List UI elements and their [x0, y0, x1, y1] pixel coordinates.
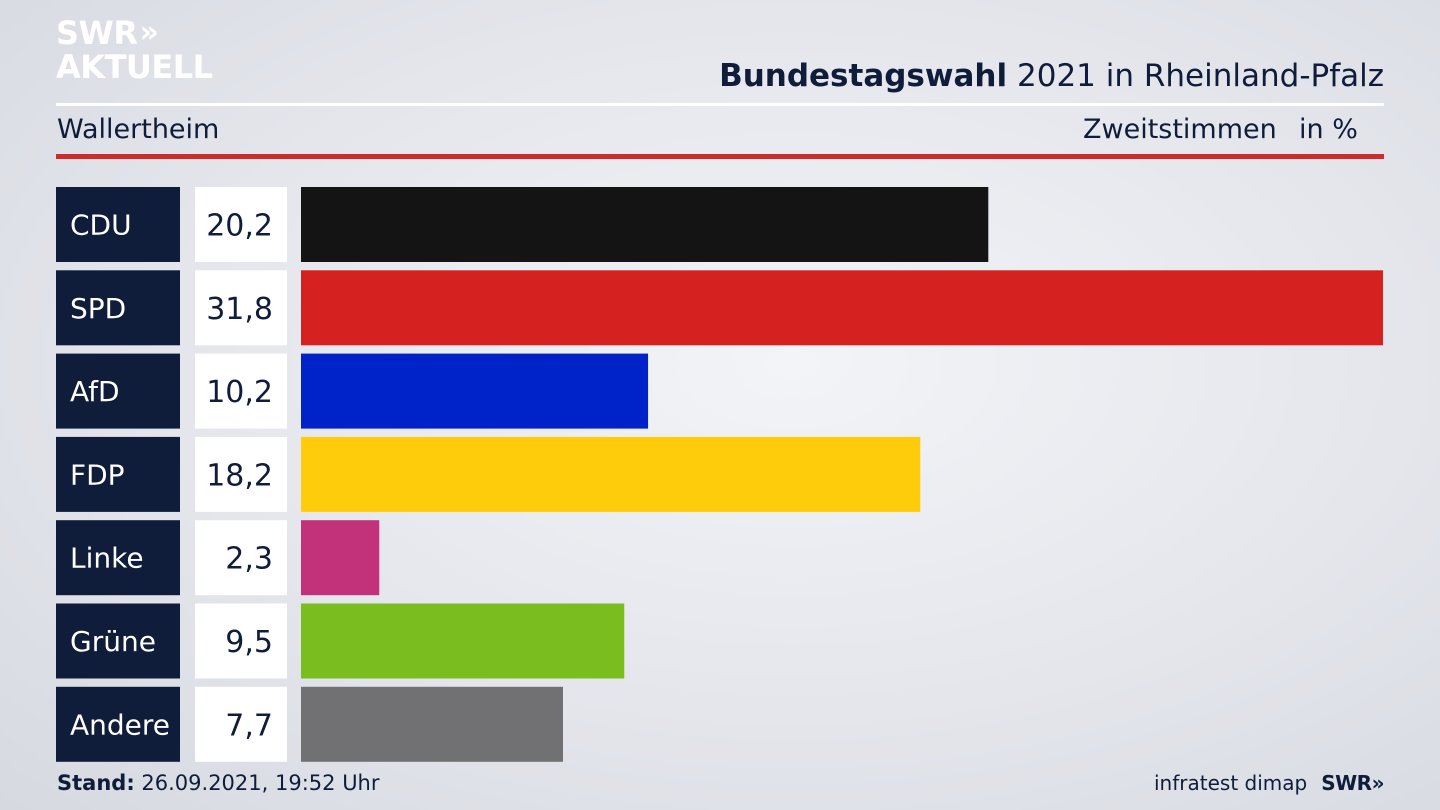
swr-brand-arrows-icon: »	[1371, 771, 1385, 795]
value-label-gr-ne: 9,5	[225, 625, 273, 660]
value-box-linke	[195, 520, 287, 596]
swr-brand: SWR»	[1321, 771, 1384, 795]
value-label-afd: 10,2	[206, 375, 273, 410]
header-divider	[56, 103, 1384, 106]
party-label-box-linke	[56, 520, 180, 596]
place-name: Wallertheim	[57, 114, 220, 145]
bar-gr-ne	[301, 603, 625, 679]
bar-fdp	[301, 436, 921, 512]
chart-title: Bundestagswahl 2021 in Rheinland-Pfalz	[719, 58, 1384, 94]
bar-afd	[301, 353, 649, 429]
value-box-cdu	[195, 187, 287, 262]
value-box-spd	[195, 270, 287, 346]
swr-aktuell-logo: SWR » AKTUELL	[56, 14, 213, 86]
party-label-box-afd	[56, 353, 180, 429]
bar-cdu	[301, 187, 989, 262]
accent-divider	[56, 154, 1384, 159]
party-label-afd: AfD	[70, 375, 120, 408]
bar-spd	[301, 270, 1383, 346]
value-box-afd	[195, 353, 287, 429]
party-label-box-andere	[56, 686, 180, 762]
party-label-box-cdu	[56, 187, 180, 262]
party-label-box-fdp	[56, 436, 180, 512]
source-text: infratest dimap	[1154, 771, 1308, 795]
party-label-andere: Andere	[70, 708, 170, 741]
value-label-fdp: 18,2	[206, 458, 273, 493]
value-label-andere: 7,7	[225, 708, 273, 743]
party-label-fdp: FDP	[70, 458, 125, 491]
timestamp: Stand: 26.09.2021, 19:52 Uhr	[57, 771, 380, 795]
vote-type-label: Zweitstimmen	[1083, 114, 1277, 145]
swr-brand-text: SWR	[1321, 771, 1372, 795]
value-box-fdp	[195, 436, 287, 512]
party-label-cdu: CDU	[70, 209, 132, 242]
party-label-spd: SPD	[70, 292, 126, 325]
party-label-box-spd	[56, 270, 180, 346]
bar-linke	[301, 520, 380, 596]
value-box-gr-ne	[195, 603, 287, 679]
title-rest: 2021 in Rheinland-Pfalz	[1017, 58, 1384, 94]
stand-label: Stand:	[57, 771, 135, 795]
stand-value: 26.09.2021, 19:52 Uhr	[141, 771, 380, 795]
party-label-linke: Linke	[70, 542, 144, 575]
title-bold: Bundestagswahl	[719, 58, 1008, 94]
party-label-gr-ne: Grüne	[70, 625, 156, 658]
unit-label: in %	[1299, 114, 1358, 145]
value-label-cdu: 20,2	[206, 209, 273, 244]
value-label-linke: 2,3	[225, 542, 273, 577]
value-box-andere	[195, 686, 287, 762]
party-label-box-gr-ne	[56, 603, 180, 679]
logo-swr-text: SWR	[56, 14, 138, 52]
bar-andere	[301, 686, 563, 762]
value-label-spd: 31,8	[206, 292, 273, 327]
source-credit: infratest dimap SWR»	[1154, 771, 1385, 795]
logo-aktuell-text: AKTUELL	[56, 48, 213, 86]
